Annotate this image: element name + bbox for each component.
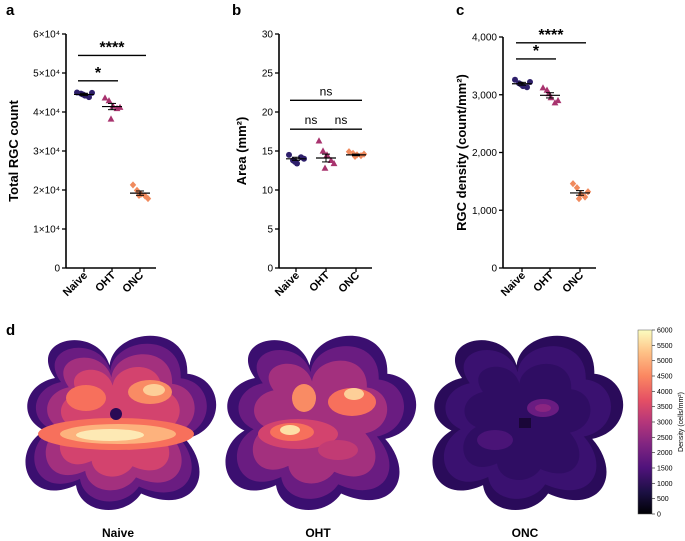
y-tick-label: 2,000	[472, 148, 497, 159]
data-point	[105, 97, 113, 104]
significance-label: ns	[305, 113, 318, 127]
data-point	[107, 115, 115, 122]
retina-map-naive	[25, 335, 217, 511]
y-tick-label: 4,000	[472, 33, 497, 44]
y-axis-label: Total RGC count	[6, 100, 21, 202]
colorbar-tick-label: 5000	[657, 358, 673, 365]
panel-letter-a: a	[6, 2, 15, 19]
colorbar-tick-label: 1500	[657, 466, 673, 473]
y-tick-label: 3,000	[472, 90, 497, 101]
colorbar-tick-label: 3000	[657, 420, 673, 427]
data-point	[286, 151, 292, 158]
colorbar-tick-label: 2500	[657, 435, 673, 442]
x-tick-label: OHT	[531, 269, 556, 294]
chart-panel-c: 0 1,000 2,000 3,000 4,000 RGC density (count/…	[454, 27, 596, 299]
data-point	[101, 94, 109, 101]
data-point	[129, 181, 137, 189]
y-axis-label: Area (mm²)	[234, 117, 249, 186]
y-tick-label: 30	[262, 30, 274, 41]
significance-label: ns	[335, 113, 348, 127]
map-label-naive: Naive	[102, 526, 134, 540]
heatmap-panel-d: Naive OHT ONC 0 500 1000 1500 2000 2500 3000 35…	[25, 328, 685, 540]
x-tick-label: OHT	[93, 269, 118, 294]
x-tick-label: OHT	[307, 269, 332, 294]
y-tick-label: 6×10⁴	[33, 30, 60, 41]
map-label-oht: OHT	[305, 526, 331, 540]
y-tick-label: 4×10⁴	[33, 108, 60, 119]
significance-label: *	[95, 65, 102, 82]
data-point	[573, 184, 581, 192]
data-point	[315, 137, 323, 144]
x-tick-label: Naive	[61, 270, 90, 299]
y-tick-label: 5×10⁴	[33, 69, 60, 80]
y-tick-label: 10	[262, 186, 274, 197]
colorbar-tick-label: 4500	[657, 374, 673, 381]
y-tick-label: 20	[262, 108, 274, 119]
data-point	[569, 180, 577, 188]
data-point	[575, 195, 583, 203]
colorbar-tick-label: 5500	[657, 343, 673, 350]
x-tick-label: ONC	[336, 270, 362, 296]
data-point	[512, 76, 518, 83]
colorbar-tick-label: 1000	[657, 481, 673, 488]
y-tick-label: 15	[262, 147, 274, 158]
data-point	[547, 94, 555, 101]
colorbar-tick-label: 3500	[657, 404, 673, 411]
data-point	[551, 99, 559, 106]
panel-letter-d: d	[6, 322, 15, 339]
colorbar-tick-label: 2000	[657, 450, 673, 457]
data-point	[144, 194, 152, 203]
data-point	[292, 158, 298, 165]
y-tick-label: 0	[491, 264, 497, 275]
x-tick-label: ONC	[120, 270, 146, 296]
colorbar-tick-label: 6000	[657, 328, 673, 335]
retina-map-oht	[225, 335, 417, 511]
data-point	[141, 192, 149, 200]
colorbar-label: Density (cells/mm²)	[678, 392, 685, 452]
y-tick-label: 0	[54, 264, 60, 275]
colorbar-ticks: 0 500 1000 1500 2000 2500 3000 3500 4000 4500 5000…	[652, 328, 673, 519]
significance-label: ns	[320, 84, 333, 98]
y-tick-label: 5	[267, 225, 273, 236]
colorbar-tick-label: 4000	[657, 389, 673, 396]
data-point	[321, 164, 329, 171]
retina-map-onc	[432, 335, 624, 511]
data-point	[524, 84, 530, 91]
data-point	[539, 84, 547, 91]
significance-label: ****	[100, 39, 126, 56]
y-tick-label: 25	[262, 69, 274, 80]
panel-letter-b: b	[232, 2, 241, 19]
map-label-onc: ONC	[512, 526, 539, 540]
data-point	[360, 150, 368, 158]
panel-letter-c: c	[456, 2, 464, 19]
data-point	[109, 102, 117, 109]
data-point	[554, 96, 562, 104]
y-tick-label: 0	[267, 264, 273, 275]
chart-panel-a: 0 1×10⁴ 2×10⁴ 3×10⁴ 4×10⁴ 5×10⁴ 6×10⁴ Total RGC…	[6, 30, 156, 299]
x-tick-label: ONC	[560, 270, 586, 296]
data-point	[584, 188, 592, 196]
chart-panel-b: 0 5 10 15 20 25 30 Area (mm²) Naive OHT ONC ns ns ns	[234, 30, 372, 299]
significance-label: *	[533, 43, 540, 60]
colorbar-tick-label: 0	[657, 512, 661, 519]
colorbar-tick-label: 500	[657, 496, 669, 503]
data-point	[330, 159, 338, 167]
y-tick-label: 2×10⁴	[33, 186, 60, 197]
data-point	[327, 156, 335, 163]
x-tick-label: Naive	[499, 270, 528, 299]
y-tick-label: 3×10⁴	[33, 147, 60, 158]
significance-label: ****	[539, 27, 565, 44]
y-tick-label: 1,000	[472, 206, 497, 217]
y-tick-label: 1×10⁴	[33, 225, 60, 236]
y-axis-label: RGC density (count/mm²)	[454, 74, 469, 231]
data-point	[319, 147, 327, 154]
colorbar	[637, 329, 653, 515]
x-tick-label: Naive	[273, 270, 302, 299]
data-point	[133, 186, 141, 194]
